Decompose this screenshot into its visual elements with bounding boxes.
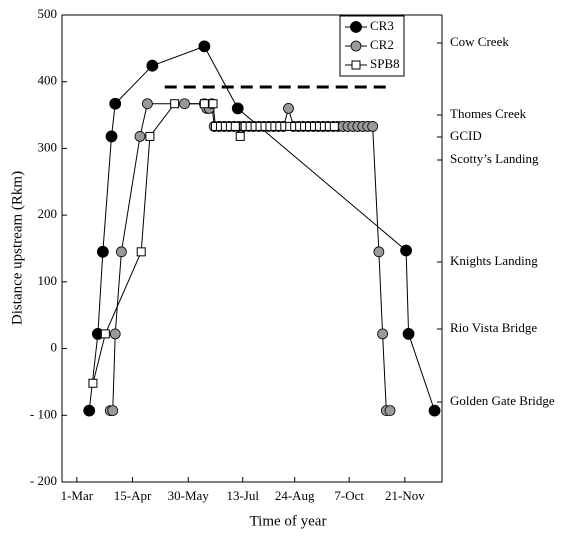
marker (107, 405, 119, 417)
series-line (110, 102, 391, 412)
marker (105, 130, 118, 143)
marker (199, 99, 209, 109)
legend-label: SPB8 (370, 56, 400, 71)
marker (235, 131, 245, 141)
x-tick-label: 7-Oct (334, 488, 364, 503)
y-axis-label: Distance upstream (Rkm) (9, 171, 25, 325)
legend-label: CR3 (370, 18, 394, 33)
series-line (92, 103, 335, 384)
annotation: Cow Creek (450, 34, 509, 49)
legend-marker (350, 21, 362, 33)
marker (283, 103, 294, 114)
marker (329, 121, 339, 131)
marker (88, 378, 98, 388)
marker (136, 247, 146, 257)
marker (231, 102, 244, 115)
marker (400, 244, 413, 257)
marker (109, 328, 121, 340)
y-tick-label: 100 (38, 273, 58, 288)
series-line (88, 45, 436, 411)
x-tick-label: 24-Aug (275, 488, 315, 503)
annotation: Knights Landing (450, 253, 538, 268)
marker (83, 404, 96, 417)
marker (428, 404, 441, 417)
marker (142, 98, 153, 110)
legend-label: CR2 (370, 37, 394, 52)
marker (116, 246, 127, 258)
annotation: GCID (450, 128, 482, 143)
marker (384, 405, 396, 417)
y-tick-label: 0 (51, 340, 58, 355)
marker (402, 327, 415, 340)
marker (208, 99, 218, 109)
marker (170, 99, 180, 109)
marker (146, 59, 159, 72)
marker (198, 40, 211, 53)
y-tick-label: 300 (38, 139, 58, 154)
marker (373, 246, 385, 258)
marker (179, 98, 190, 110)
marker (134, 131, 146, 142)
marker (367, 121, 379, 132)
annotation: Thomes Creek (450, 106, 527, 121)
marker (96, 245, 109, 258)
annotation: Scotty’s Landing (450, 151, 539, 166)
x-tick-label: 30-May (168, 488, 210, 503)
marker (377, 328, 388, 340)
marker (230, 121, 240, 131)
x-axis-label: Time of year (250, 513, 327, 529)
x-tick-label: 15-Apr (114, 488, 152, 503)
legend-marker (351, 60, 361, 70)
legend-marker (350, 40, 362, 52)
marker (100, 329, 110, 339)
annotation: Golden Gate Bridge (450, 393, 555, 408)
x-tick-label: 13-Jul (226, 488, 259, 503)
y-tick-label: - 200 (30, 473, 57, 488)
x-tick-label: 21-Nov (385, 488, 425, 503)
x-tick-label: 1-Mar (61, 488, 94, 503)
marker (145, 131, 155, 141)
annotation: Rio Vista Bridge (450, 320, 537, 335)
y-tick-label: - 100 (30, 406, 57, 421)
plot-frame (61, 14, 443, 483)
y-tick-label: 500 (38, 6, 58, 21)
y-tick-label: 200 (38, 206, 58, 221)
marker (109, 97, 122, 110)
y-tick-label: 400 (38, 73, 58, 88)
